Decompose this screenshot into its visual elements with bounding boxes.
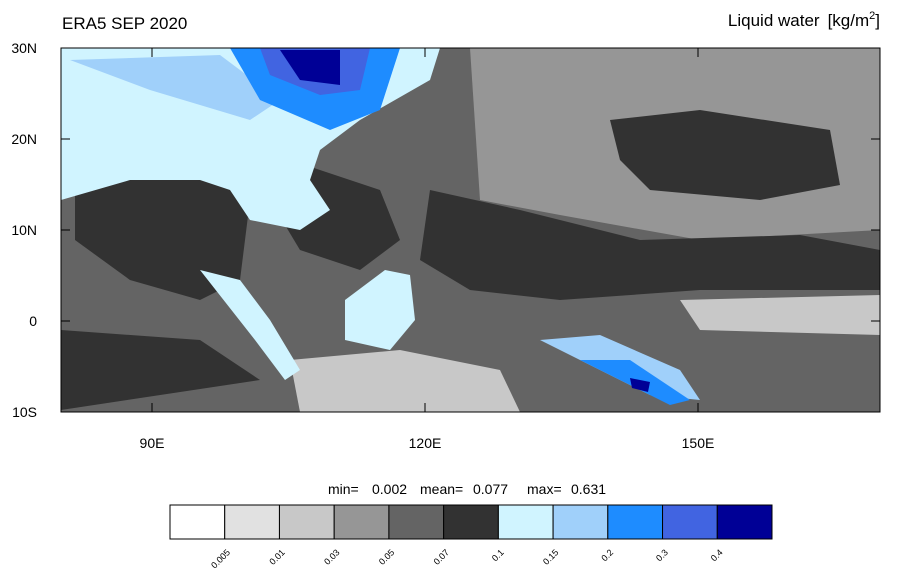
variable: Liquid water (728, 11, 820, 30)
colorbar-box (224, 504, 280, 540)
colorbar-label: 0.1 (490, 547, 506, 563)
lat-tick-label: 30N (11, 40, 37, 56)
stat-label: min= (328, 481, 359, 497)
field-region (345, 270, 415, 350)
title: ERA5 SEP 2020 (62, 14, 187, 33)
colorbar-label: 0.15 (541, 547, 560, 566)
colorbar-label: 0.01 (267, 547, 286, 566)
field-region (75, 160, 250, 300)
map-field (61, 48, 880, 412)
colorbar-box (716, 504, 773, 540)
stat-label: mean= (420, 481, 463, 497)
field-region (61, 330, 260, 410)
lat-tick-label: 20N (11, 131, 37, 147)
stat-value: 0.077 (473, 481, 508, 497)
colorbar-label: 0.3 (654, 547, 670, 563)
stat-value: 0.631 (571, 481, 606, 497)
colorbar-box (662, 504, 718, 540)
field-region (630, 378, 650, 392)
colorbar-label: 0.03 (322, 547, 341, 566)
stat-label: max= (527, 481, 562, 497)
field-region (680, 295, 880, 335)
colorbar-box (497, 504, 554, 540)
lat-tick-label: 0 (29, 313, 37, 329)
field-region (200, 270, 300, 380)
colorbar-label: 0.07 (432, 547, 451, 566)
colorbar-box (552, 504, 609, 540)
lat-tick-label: 10N (11, 222, 37, 238)
colorbar-label: 0.005 (209, 547, 232, 570)
lon-tick-label: 150E (682, 435, 715, 451)
units-close: ] (875, 11, 880, 30)
lat-tick-label: 10S (12, 404, 37, 420)
field-region (610, 110, 840, 200)
field-region (290, 350, 520, 412)
field-region (420, 190, 880, 300)
field-region (280, 50, 340, 85)
stat-value: 0.002 (372, 481, 407, 497)
colorbar-label: 0.05 (377, 547, 396, 566)
colorbar-box (169, 504, 226, 540)
units: [kg/m (828, 11, 870, 30)
colorbar-box (278, 504, 335, 540)
lon-tick-label: 90E (140, 435, 165, 451)
field-region (70, 55, 280, 120)
colorbar-label: 0.4 (709, 547, 725, 563)
units-exponent: 2 (869, 10, 875, 22)
colorbar-label: 0.2 (599, 547, 615, 563)
colorbar-box (607, 504, 664, 540)
lon-tick-label: 120E (409, 435, 442, 451)
colorbar-box (388, 504, 445, 540)
colorbar-box (443, 504, 499, 540)
colorbar-box (333, 504, 390, 540)
units-title: Liquid water [kg/m2] (728, 10, 880, 30)
